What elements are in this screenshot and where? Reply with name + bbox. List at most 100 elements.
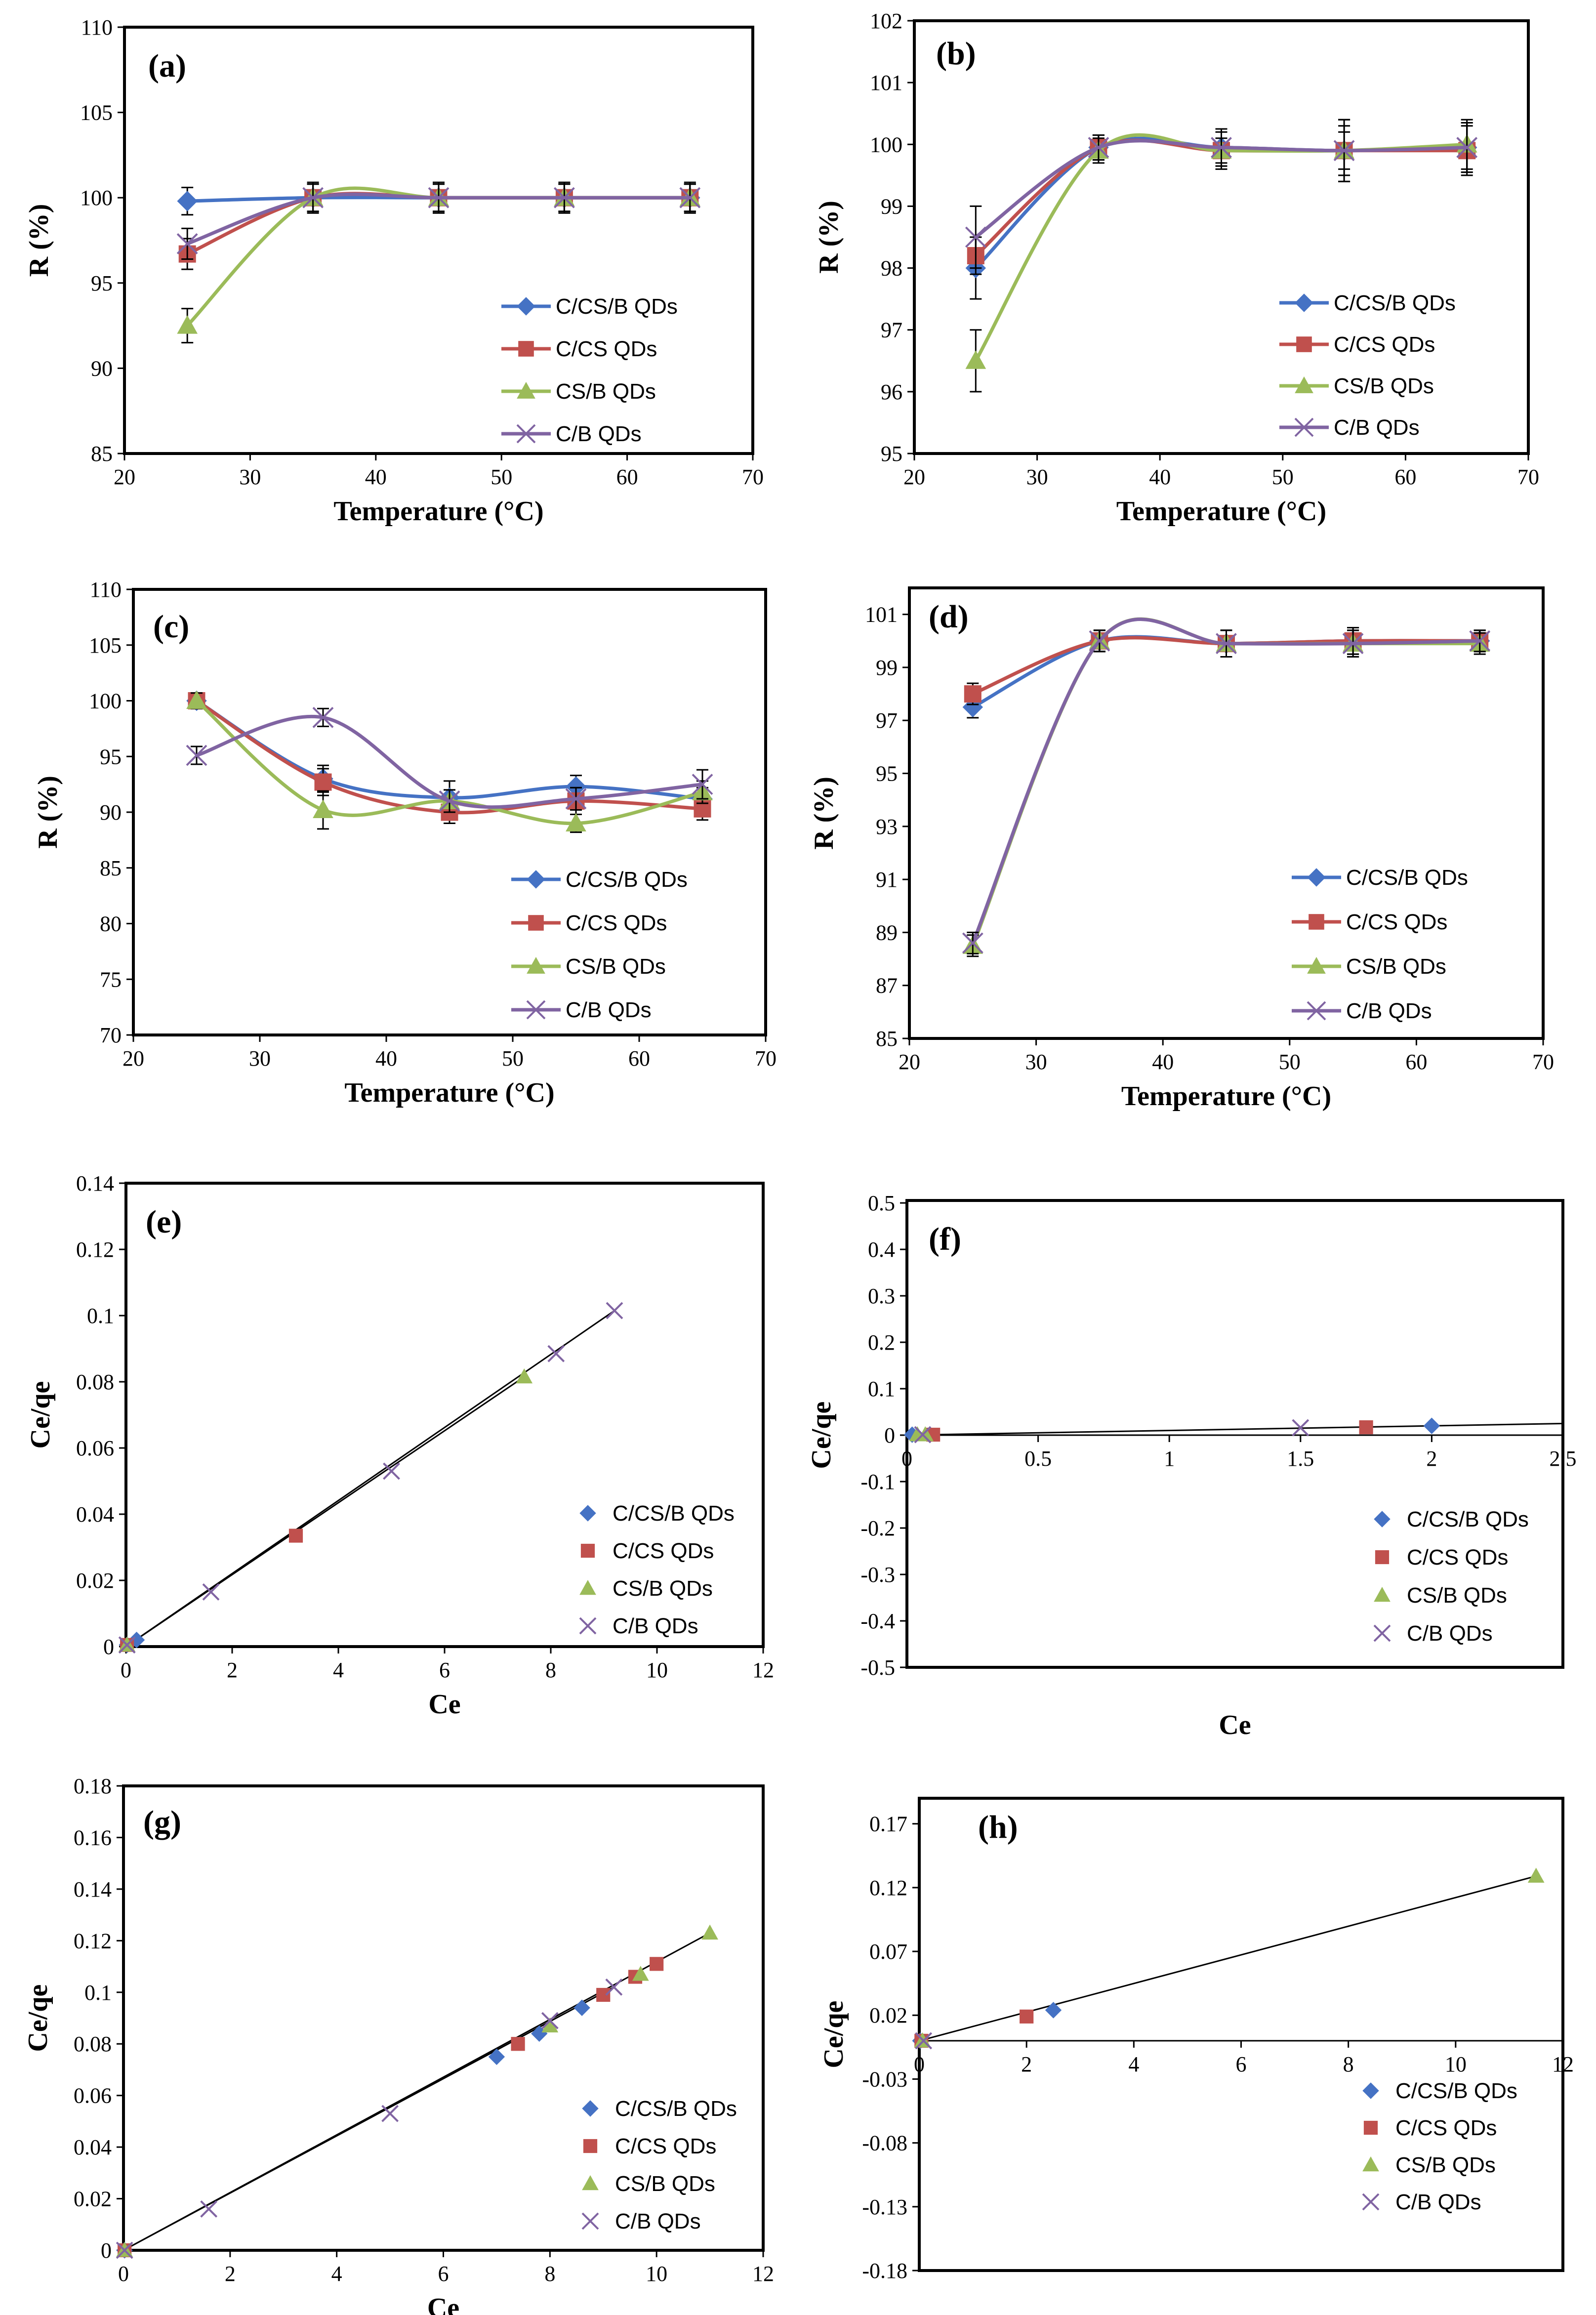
x-tick-label-h: 4 [1128, 2052, 1139, 2076]
x-tick-label-e: 10 [646, 1658, 668, 1682]
x-tick-label-d: 20 [899, 1050, 920, 1074]
legend-marker-f [1374, 1586, 1391, 1602]
x-axis-title-b: Temperature (°C) [1116, 496, 1326, 527]
plot-frame-a [123, 26, 754, 455]
series-c-b-qds-e [118, 1302, 623, 1654]
x-axis-title-h: Ce [1225, 2313, 1257, 2315]
data-point-c-b-qds-e [606, 1302, 623, 1320]
x-tick-label-e: 0 [121, 1658, 131, 1682]
legend-marker-h [1362, 2082, 1379, 2099]
y-tick-label-c: 105 [89, 633, 122, 658]
y-axis-title-d: R (%) [809, 777, 839, 850]
data-point-cs-b-qds-c [186, 690, 207, 709]
y-tick-label-g: 0.1 [84, 1981, 112, 2005]
series-c-b-qds-c [186, 706, 713, 813]
legend-marker-e [579, 1505, 596, 1522]
data-point-c-b-qds-e [383, 1462, 400, 1480]
data-point-c-b-qds-g [200, 2200, 218, 2218]
panel-label-e: (e) [146, 1204, 182, 1240]
y-tick-label-b: 101 [870, 71, 902, 95]
data-point-c-cs-qds-h [1020, 2009, 1034, 2024]
data-point-c-b-qds-c [692, 774, 713, 795]
y-tick-label-c: 110 [90, 578, 122, 602]
y-tick-label-e: 0.04 [76, 1502, 114, 1527]
x-tick-label-b: 40 [1149, 465, 1171, 489]
y-tick-label-b: 102 [870, 9, 902, 33]
y-tick-label-g: 0.04 [74, 2135, 112, 2159]
data-point-c-b-qds-d [1342, 633, 1364, 655]
legend-label-e: C/B QDs [613, 1614, 698, 1638]
data-point-c-cs-qds-g [596, 1987, 611, 2002]
y-axis-title-h: Ce/qe [818, 2001, 849, 2068]
legend-label-a: CS/B QDs [556, 379, 656, 404]
y-tick-label-c: 100 [89, 689, 122, 713]
data-point-c-cs-qds-g [511, 2037, 525, 2051]
x-axis-title-a: Temperature (°C) [333, 496, 543, 527]
legend-marker-d [1307, 1001, 1326, 1021]
y-tick-label-h: -0.18 [862, 2259, 907, 2283]
y-tick-label-e: 0.02 [76, 1569, 114, 1593]
data-point-c-b-qds-d [962, 932, 983, 954]
legend-marker-c [527, 956, 545, 974]
data-point-c-b-qds-g [605, 1978, 623, 1996]
y-tick-label-g: 0.06 [74, 2084, 112, 2108]
data-point-c-b-qds-f [1292, 1419, 1310, 1437]
y-tick-label-b: 100 [870, 132, 902, 157]
panel-label-f: (f) [929, 1221, 961, 1257]
y-tick-label-a: 100 [80, 186, 113, 210]
x-tick-label-c: 40 [375, 1046, 397, 1071]
data-point-c-b-qds-f [914, 1426, 932, 1444]
data-point-c-b-qds-a [302, 187, 324, 208]
x-axis-title-f: Ce [1219, 1710, 1251, 1740]
x-tick-label-c: 70 [755, 1046, 777, 1071]
x-tick-label-e: 6 [439, 1658, 450, 1682]
series-c-b-qds-g [116, 1978, 623, 2259]
x-tick-label-d: 70 [1532, 1050, 1554, 1074]
x-tick-label-a: 70 [742, 465, 764, 489]
y-tick-label-c: 85 [100, 856, 122, 880]
y-tick-label-g: 0.16 [74, 1825, 112, 1850]
x-tick-label-a: 30 [239, 465, 261, 489]
y-tick-label-g: 0.02 [74, 2187, 112, 2211]
x-tick-label-c: 20 [123, 1046, 144, 1071]
series-line-cs-b-qds-d [971, 617, 1480, 947]
data-point-c-cs-b-qds-g [573, 1999, 590, 2016]
data-point-c-cs-b-qds-a [177, 191, 198, 211]
series-c-b-qds-f [914, 1419, 1310, 1444]
legend-label-c: CS/B QDs [566, 954, 666, 979]
data-point-c-b-qds-a [428, 187, 450, 208]
y-tick-label-h: -0.03 [862, 2067, 907, 2091]
x-tick-label-f: 2 [1426, 1447, 1437, 1471]
legend-marker-a [518, 341, 534, 357]
legend-label-g: C/B QDs [615, 2209, 701, 2233]
legend-label-e: C/CS/B QDs [613, 1501, 735, 1526]
data-point-c-b-qds-a [176, 233, 198, 254]
legend-label-c: C/B QDs [566, 998, 652, 1022]
x-tick-label-e: 2 [227, 1658, 238, 1682]
x-tick-label-d: 50 [1279, 1050, 1301, 1074]
legend-marker-e [579, 1579, 596, 1595]
x-tick-label-e: 8 [545, 1658, 556, 1682]
x-tick-label-b: 50 [1272, 465, 1294, 489]
chart-panel-f: 00.511.522.5-0.5-0.4-0.3-0.2-0.100.10.20… [806, 1191, 1577, 1740]
data-point-c-b-qds-b [1456, 137, 1478, 158]
y-tick-label-d: 91 [876, 868, 898, 892]
data-point-c-b-qds-c [312, 706, 334, 728]
data-point-c-cs-b-qds-h [1045, 2002, 1062, 2019]
series-c-b-qds-h [915, 2032, 933, 2050]
data-point-c-cs-qds-g [650, 1957, 664, 1971]
x-tick-label-b: 30 [1026, 465, 1048, 489]
trendline-h [919, 1875, 1537, 2042]
y-axis-title-b: R (%) [814, 201, 844, 274]
y-tick-label-b: 97 [881, 318, 902, 342]
y-tick-label-h: 0.02 [869, 2003, 907, 2027]
x-axis-title-c: Temperature (°C) [344, 1077, 554, 1108]
legend-a: C/CS/B QDs C/CS QDs CS/B QDs C/B QDs [501, 294, 678, 446]
legend-label-f: CS/B QDs [1407, 1583, 1507, 1608]
trendline-f [906, 1423, 1563, 1436]
x-tick-label-g: 2 [225, 2262, 236, 2286]
x-tick-label-h: 6 [1236, 2052, 1247, 2076]
legend-label-f: C/B QDs [1407, 1621, 1493, 1646]
x-tick-label-g: 4 [331, 2262, 342, 2286]
legend-marker-c [526, 1000, 546, 1020]
